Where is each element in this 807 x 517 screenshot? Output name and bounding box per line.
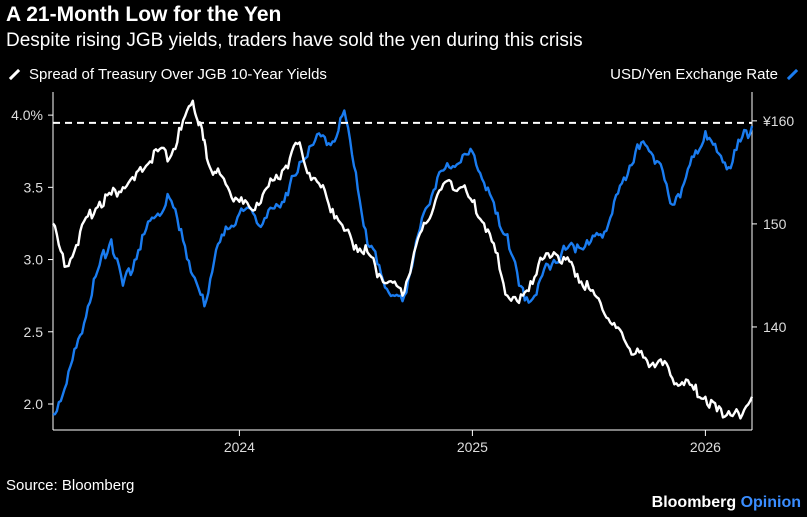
right-tick-label: 150 <box>763 216 787 232</box>
legend-usdjpy: USD/Yen Exchange Rate <box>610 66 801 83</box>
right-tick-label: ¥160 <box>762 113 794 129</box>
left-tick-label: 4.0% <box>11 107 43 123</box>
chart-title: A 21-Month Low for the Yen <box>6 3 282 26</box>
usdjpy-series-line <box>52 109 754 416</box>
x-tick-label: 2025 <box>457 439 488 455</box>
legend-label-spread: Spread of Treasury Over JGB 10-Year Yiel… <box>29 66 327 83</box>
brand-logo: Bloomberg Opinion <box>652 494 801 512</box>
right-tick-label: 140 <box>763 319 787 335</box>
x-tick-label: 2024 <box>224 439 255 455</box>
brand-name: Bloomberg <box>651 494 737 511</box>
spread-series-line <box>52 99 754 420</box>
x-tick-label: 2026 <box>690 439 721 455</box>
chart-subtitle: Despite rising JGB yields, traders have … <box>6 30 583 51</box>
left-tick-label: 3.5 <box>24 179 44 195</box>
legend-spread: Spread of Treasury Over JGB 10-Year Yiel… <box>6 66 327 83</box>
brand-accent: Opinion <box>740 494 801 511</box>
legend-label-usdjpy: USD/Yen Exchange Rate <box>610 66 778 83</box>
left-tick-label: 2.5 <box>24 324 44 340</box>
source-note: Source: Bloomberg <box>6 477 135 494</box>
left-tick-label: 3.0 <box>24 252 44 268</box>
left-tick-label: 2.0 <box>24 396 44 412</box>
